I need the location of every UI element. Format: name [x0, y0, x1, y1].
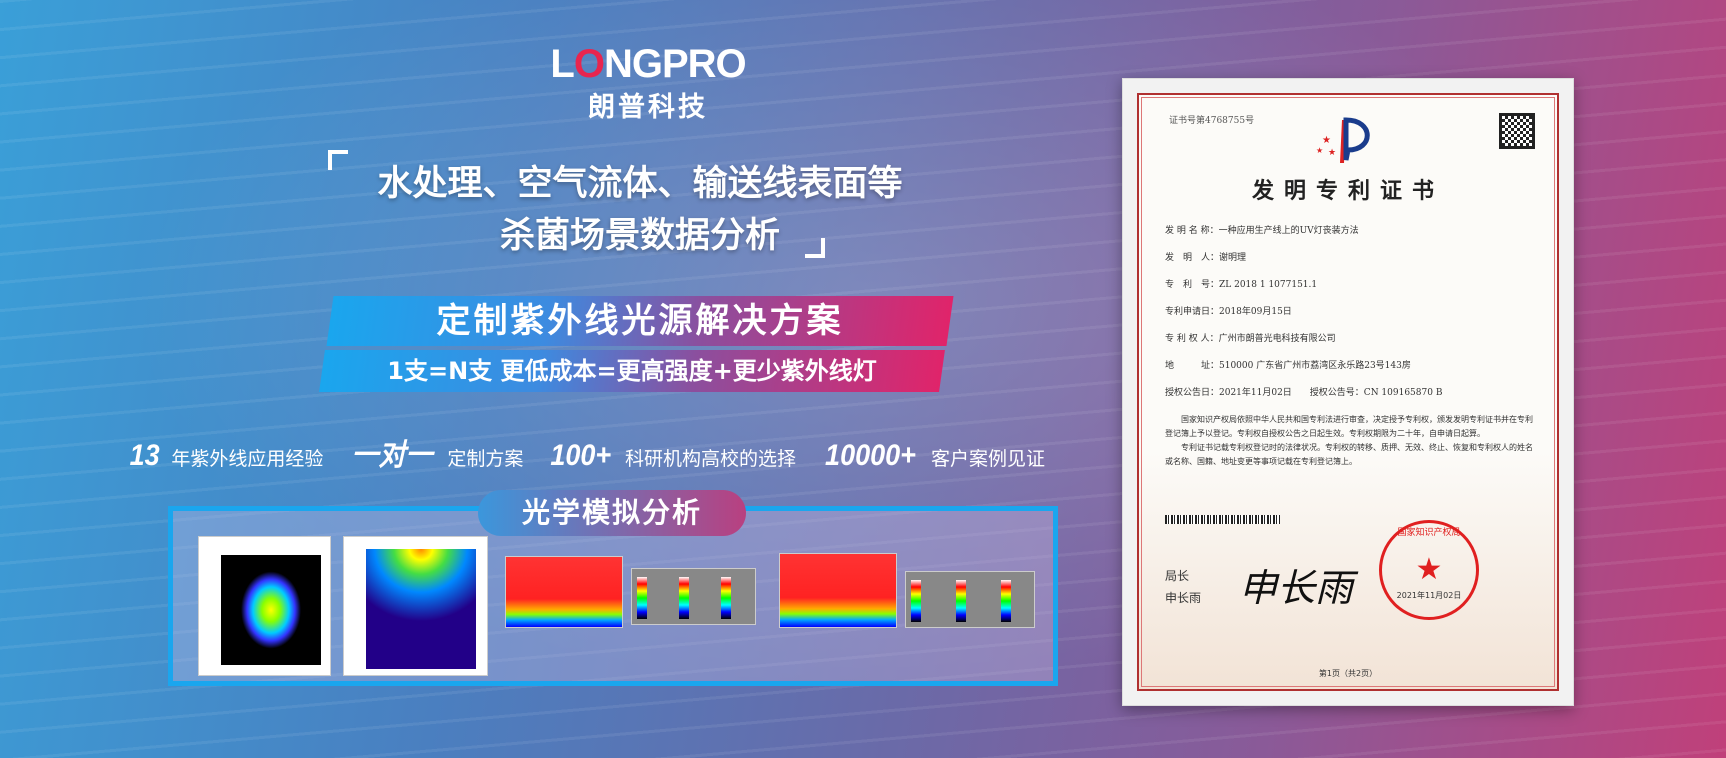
field: 专 利 号：ZL 2018 1 1077151.1	[1165, 280, 1318, 290]
bracket-top-left	[328, 150, 348, 170]
field: 发 明 人：谢明理	[1165, 253, 1247, 263]
certificate-fields: 发 明 名 称：一种应用生产线上的UV灯丧装方法 发 明 人：谢明理 专 利 号…	[1165, 223, 1442, 412]
field: 专 利 权 人：广州市朗普光电科技有限公司	[1165, 334, 1336, 344]
color-scale-image	[631, 568, 756, 625]
svg-text:★: ★	[1316, 146, 1323, 155]
feature-number: 一对一	[351, 439, 433, 472]
field: 发 明 名 称：一种应用生产线上的UV灯丧装方法	[1165, 226, 1359, 236]
simulation-image	[343, 536, 488, 676]
cnipa-emblem-icon: ★★★	[1316, 117, 1370, 163]
certificate-number: 证书号第4768755号	[1169, 116, 1255, 126]
banner-subtitle: 1支=N支 更低成本=更高强度+更少紫外线灯	[387, 357, 877, 385]
feature-text: 年紫外线应用经验	[171, 448, 324, 470]
feature-number: 100+	[550, 439, 612, 472]
svg-text:★: ★	[1322, 135, 1331, 146]
barcode	[1165, 515, 1280, 524]
feature-text: 科研机构高校的选择	[624, 448, 796, 470]
feature-text: 定制方案	[447, 448, 524, 470]
field: 授权公告日：2021年11月02日 授权公告号：CN 109165870 B	[1165, 388, 1443, 398]
svg-text:★: ★	[1328, 148, 1336, 158]
certificate-title: 发明专利证书	[1251, 178, 1444, 204]
banner-title: 定制紫外线光源解决方案	[436, 301, 844, 341]
simulation-image	[779, 553, 897, 628]
official-seal: 国家知识产权局 ★ 2021年11月02日	[1379, 520, 1479, 620]
signature: 申长雨	[1239, 566, 1354, 610]
signer: 局长 申长雨	[1165, 569, 1202, 605]
feature-text: 客户案例见证	[930, 448, 1045, 470]
patent-certificate: 证书号第4768755号 ★ ★ ★ 发明专利证书 发 明 名 称：一种应用生产线上…	[1122, 78, 1574, 706]
page-number: 第1页（共2页）	[1318, 669, 1378, 678]
color-scale-image	[905, 571, 1035, 628]
feature-number: 10000+	[825, 439, 916, 472]
headline: 水处理、空气流体、输送线表面等 杀菌场景数据分析	[377, 164, 903, 256]
features-row: 13 年紫外线应用经验 一对一 定制方案 100+ 科研机构高校的选择 10000+ 客…	[128, 430, 1059, 474]
qr-code	[1499, 113, 1535, 149]
longpro-logo: LONGPRO 朗普科技	[550, 42, 746, 123]
certificate-text: 国家知识产权局依照中华人民共和国专利法进行审查，决定授予专利权，颁发发明专利证书…	[1165, 415, 1533, 466]
field: 地 址：510000 广东省广州市荔湾区永乐路23号143房	[1165, 361, 1411, 371]
optical-simulation-label: 光学模拟分析	[478, 490, 746, 536]
feature-number: 13	[129, 439, 160, 472]
field: 专利申请日：2018年09月15日	[1165, 307, 1292, 317]
simulation-image	[505, 556, 623, 628]
simulation-image	[198, 536, 331, 676]
bracket-bottom-right	[805, 238, 825, 258]
optical-simulation-panel	[168, 506, 1058, 686]
